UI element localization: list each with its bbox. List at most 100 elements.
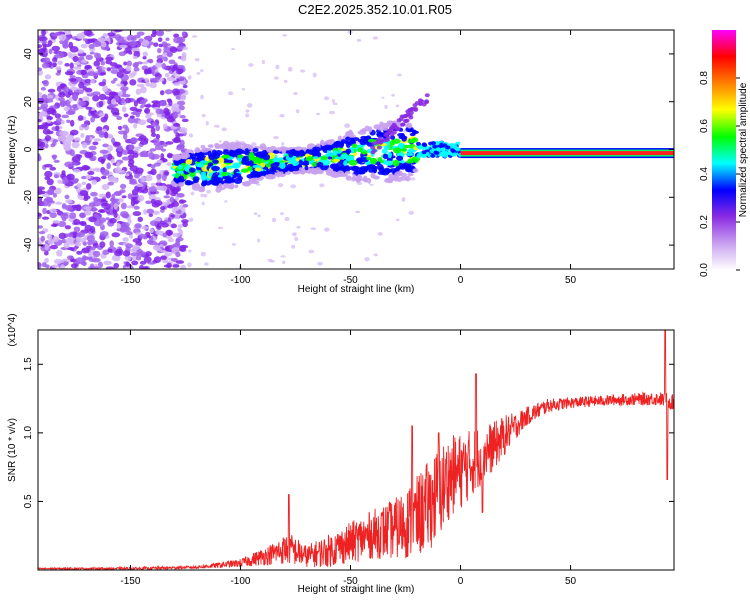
noise-blob <box>102 143 109 148</box>
noise-blob <box>203 193 208 198</box>
band-blob <box>376 164 384 171</box>
noise-blob <box>157 186 163 191</box>
band-blob <box>450 148 456 153</box>
noise-blob <box>344 123 351 129</box>
noise-blob <box>71 93 79 100</box>
noise-blob <box>293 91 298 96</box>
band-blob <box>433 150 439 155</box>
noise-blob <box>38 196 43 202</box>
noise-blob <box>143 104 152 108</box>
x-tick-label: -50 <box>343 576 358 587</box>
noise-blob <box>69 62 74 69</box>
band-blob <box>288 151 294 158</box>
noise-blob <box>77 115 84 121</box>
noise-blob <box>48 48 53 55</box>
noise-blob <box>134 223 142 229</box>
noise-blob <box>144 174 153 182</box>
noise-blob <box>90 246 96 251</box>
noise-blob <box>40 235 46 242</box>
noise-blob <box>38 67 43 72</box>
snr-ylabel: SNR (10 * v/v) <box>7 418 18 482</box>
noise-blob <box>44 243 49 251</box>
noise-blob <box>54 187 62 195</box>
band-blob <box>295 157 300 162</box>
noise-blob <box>180 94 187 101</box>
streak-blob <box>375 138 381 143</box>
band-blob <box>393 147 402 154</box>
band-blob <box>265 163 271 168</box>
noise-blob <box>111 232 121 238</box>
band-blob <box>357 147 364 153</box>
noise-blob <box>106 153 113 161</box>
band-blob <box>416 154 422 159</box>
noise-blob <box>139 104 144 109</box>
band-blob <box>440 147 446 152</box>
noise-blob <box>161 62 167 70</box>
noise-blob <box>294 236 299 242</box>
noise-blob <box>83 206 92 211</box>
noise-blob <box>41 216 50 220</box>
noise-blob <box>47 40 53 46</box>
band-blob <box>225 155 230 159</box>
noise-blob <box>63 106 71 112</box>
noise-blob <box>246 103 253 108</box>
noise-blob <box>92 95 100 102</box>
band-blob <box>232 162 241 169</box>
noise-blob <box>136 31 145 36</box>
streak-blob <box>404 118 410 123</box>
noise-blob <box>214 124 220 128</box>
noise-blob <box>253 212 258 216</box>
noise-blob <box>248 63 254 67</box>
noise-blob <box>149 82 157 89</box>
noise-blob <box>93 213 99 218</box>
noise-blob <box>171 258 176 262</box>
noise-blob <box>117 125 123 131</box>
noise-blob <box>132 244 141 251</box>
noise-blob <box>310 227 316 230</box>
noise-blob <box>90 109 98 116</box>
band-blob <box>405 152 414 157</box>
noise-blob <box>80 43 88 49</box>
noise-blob <box>172 72 178 77</box>
noise-blob <box>156 58 164 64</box>
noise-blob <box>116 115 123 121</box>
band-blob <box>356 174 362 181</box>
noise-blob <box>158 43 163 48</box>
noise-blob <box>150 168 157 176</box>
noise-blob <box>172 264 180 268</box>
noise-blob <box>76 231 86 238</box>
noise-blob <box>159 100 167 107</box>
noise-blob <box>60 119 65 125</box>
noise-blob <box>60 263 66 269</box>
noise-blob <box>38 186 46 191</box>
noise-blob <box>44 257 49 263</box>
noise-blob <box>46 119 52 124</box>
noise-blob <box>126 34 135 42</box>
snr-frame <box>37 329 675 571</box>
noise-blob <box>90 116 96 123</box>
streak-blob <box>387 128 393 133</box>
noise-blob <box>282 34 288 37</box>
noise-blob <box>140 175 146 183</box>
noise-blob <box>141 225 149 230</box>
noise-blob <box>179 199 187 204</box>
noise-blob <box>146 239 154 245</box>
band-blob <box>382 153 389 160</box>
noise-blob <box>177 143 185 149</box>
noise-blob <box>153 256 162 263</box>
noise-blob <box>271 217 277 223</box>
noise-blob <box>150 164 156 169</box>
noise-blob <box>95 111 100 115</box>
noise-blob <box>167 237 175 243</box>
noise-blob <box>166 162 172 166</box>
x-tick-label: 0 <box>458 275 464 286</box>
noise-blob <box>89 51 95 55</box>
noise-blob <box>76 49 85 54</box>
band-blob <box>254 167 262 172</box>
noise-blob <box>122 81 128 86</box>
noise-blob <box>85 174 92 180</box>
noise-blob <box>174 214 180 220</box>
noise-blob <box>64 225 72 230</box>
band-blob <box>415 141 421 146</box>
noise-blob <box>83 197 89 202</box>
